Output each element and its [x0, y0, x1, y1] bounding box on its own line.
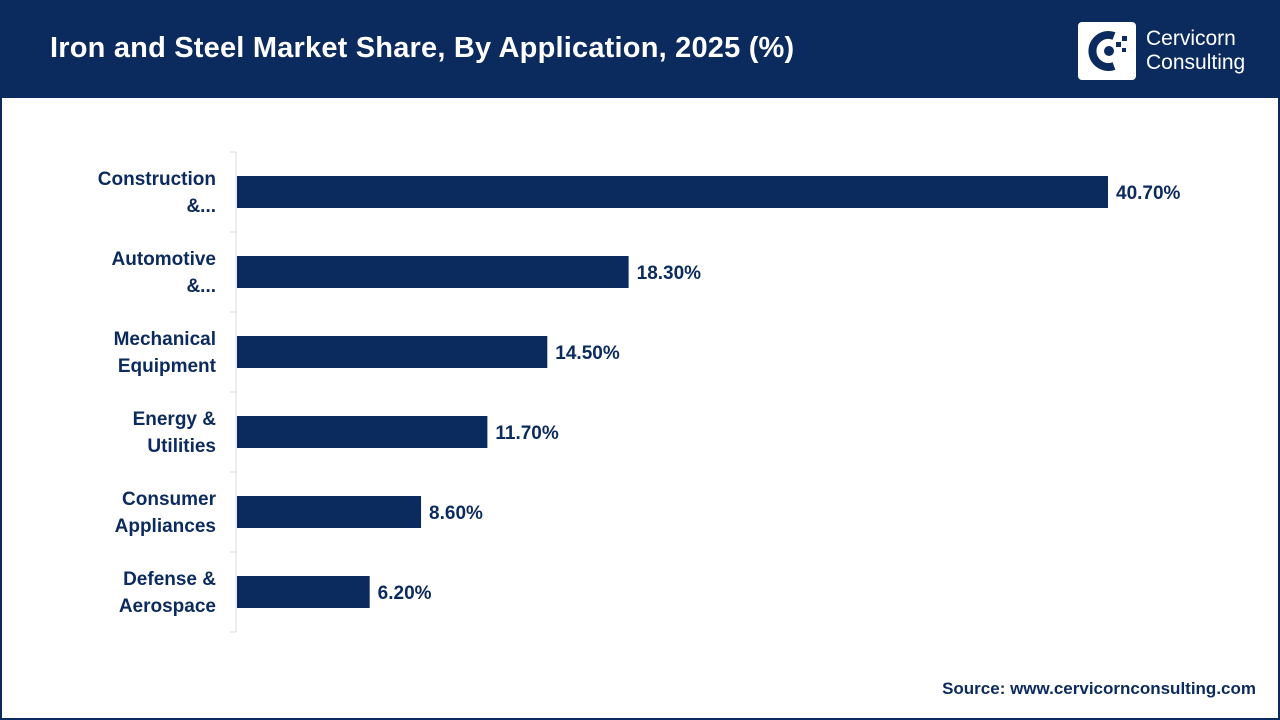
logo-line1: Cervicorn	[1146, 27, 1236, 50]
data-label: 18.30%	[637, 263, 702, 284]
bar	[237, 416, 488, 448]
bar	[237, 576, 370, 608]
data-label: 11.70%	[495, 423, 558, 444]
data-label: 14.50%	[555, 343, 620, 364]
company-logo: Cervicorn Consulting	[1078, 22, 1258, 80]
category-label-line: Equipment	[118, 356, 217, 377]
logo-wordmark: Cervicorn Consulting	[1146, 27, 1245, 75]
bar	[237, 496, 422, 528]
logo-line2: Consulting	[1146, 51, 1246, 74]
data-label: 8.60%	[429, 503, 483, 524]
category-label-line: &...	[186, 276, 216, 297]
category-label: Defense & Aerospace	[119, 569, 216, 617]
header-bar: Iron and Steel Market Share, By Applicat…	[2, 2, 1278, 98]
category-label-line: Mechanical	[114, 329, 216, 350]
category-label: Mechanical Equipment	[114, 329, 217, 377]
category-label-line: Automotive	[112, 249, 217, 270]
cervicorn-logo-icon	[1078, 22, 1136, 80]
category-label-line: &...	[186, 196, 216, 217]
source-note: Source: www.cervicornconsulting.com	[942, 679, 1256, 698]
category-label: Automotive &...	[112, 249, 217, 297]
category-label-line: Consumer	[122, 489, 217, 510]
category-label: Construction &...	[98, 169, 216, 217]
data-label: 6.20%	[378, 583, 432, 604]
category-label: Energy & Utilities	[133, 409, 217, 457]
category-label-line: Construction	[98, 169, 216, 190]
bar	[237, 256, 629, 288]
category-label-line: Appliances	[115, 516, 216, 537]
bar	[237, 336, 548, 368]
chart-title: Iron and Steel Market Share, By Applicat…	[50, 32, 795, 64]
category-label-line: Energy &	[133, 409, 217, 430]
category-label: Consumer Appliances	[115, 489, 217, 537]
category-label-line: Defense &	[123, 569, 216, 590]
bar	[237, 176, 1108, 208]
category-label-line: Utilities	[147, 436, 216, 457]
category-label-line: Aerospace	[119, 596, 216, 617]
data-label: 40.70%	[1116, 183, 1181, 204]
